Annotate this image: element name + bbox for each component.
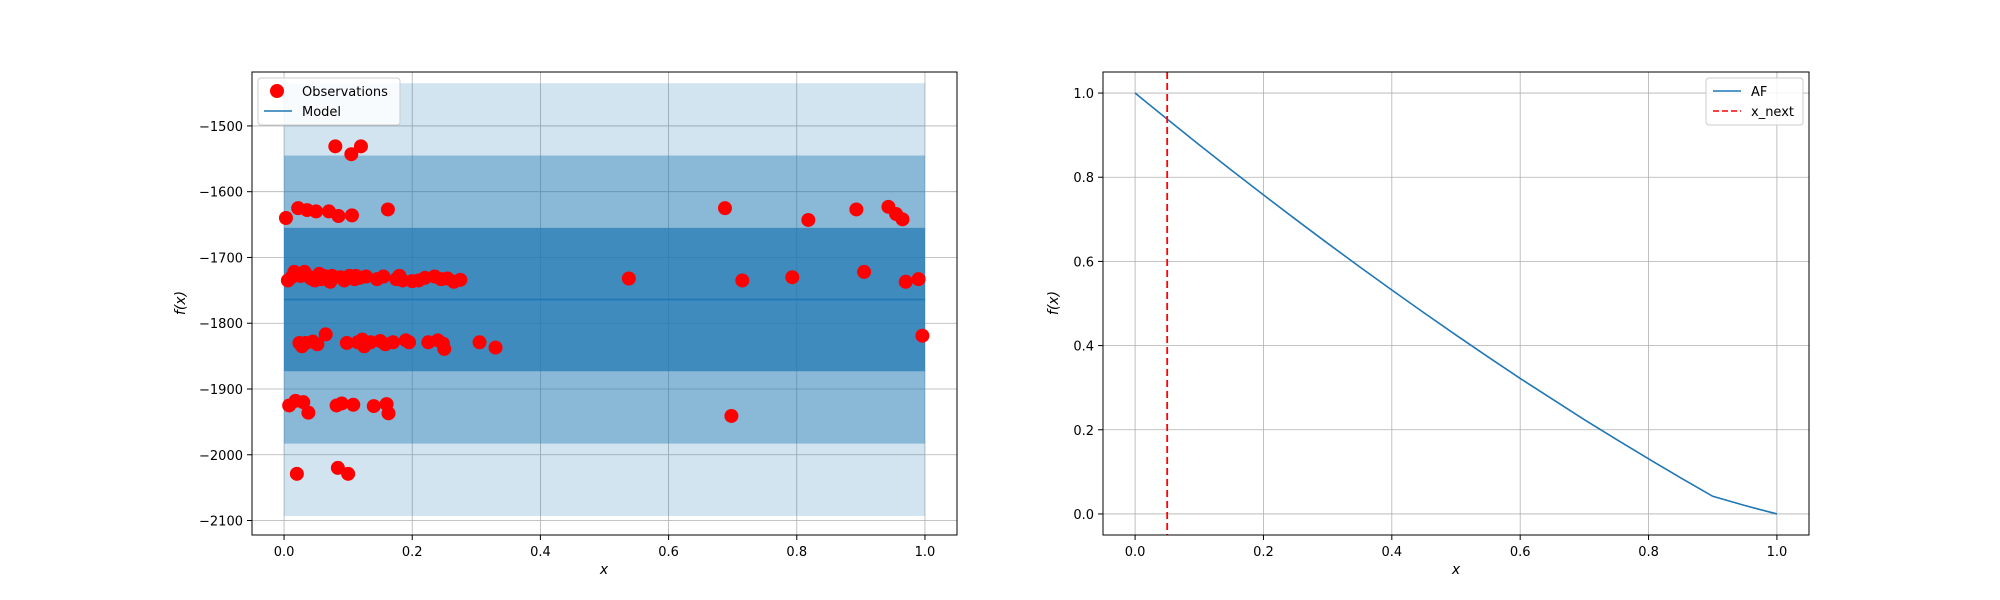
- right-chart-grid: [1103, 72, 1809, 535]
- right-chart-legend: AF x_next: [1705, 77, 1804, 126]
- x-next-legend-label: x_next: [1751, 105, 1794, 120]
- x-tick-label: 0.0: [274, 545, 295, 560]
- observation-point: [488, 340, 503, 355]
- x-tick-label: 0.4: [1381, 545, 1402, 560]
- y-tick-label: 0.8: [1073, 171, 1094, 186]
- observation-point: [331, 209, 346, 224]
- left-chart-legend: Observations Model: [257, 77, 401, 126]
- observation-point: [381, 406, 396, 421]
- left-chart-x-axis-label: x: [599, 562, 609, 578]
- observation-point: [366, 399, 381, 414]
- acquisition-function-chart: 0.0 0.2 0.4 0.6 0.8 1.0 0.00.20.40.60.81.0 x …: [1046, 71, 1810, 578]
- observations-legend-label: Observations: [302, 85, 388, 100]
- y-tick-label: 0.2: [1073, 424, 1094, 439]
- x-tick-label: 0.2: [402, 545, 423, 560]
- observation-point: [341, 466, 356, 481]
- right-chart-frame: [1102, 71, 1810, 536]
- right-chart-y-ticks: 0.0 0.2 0.4 0.6 0.8 1.0: [1073, 87, 1103, 523]
- y-tick-label: −1500: [199, 120, 243, 135]
- y-tick-label: 1.0: [1073, 87, 1094, 102]
- observation-point: [309, 204, 324, 219]
- observations-model-chart: 0.0 0.2 0.4 0.6 0.8 1.0 −2100−2000−1900−1800−…: [173, 71, 958, 578]
- left-chart-x-ticks: 0.0 0.2 0.4 0.6 0.8 1.0: [274, 535, 936, 560]
- observation-point: [453, 272, 468, 287]
- y-tick-label: −1600: [199, 186, 243, 201]
- observation-point: [895, 212, 910, 227]
- left-chart-y-axis-label: f(x): [173, 291, 189, 315]
- observation-point: [785, 270, 800, 285]
- observation-point: [346, 397, 361, 412]
- left-chart-y-ticks: −2100 −2000 −1900 −1800 −1700 −1600 −1500: [199, 120, 252, 530]
- y-tick-label: −2100: [199, 515, 243, 530]
- model-legend-label: Model: [302, 105, 341, 120]
- af-line: [1134, 92, 1778, 515]
- right-legend-box: [1705, 77, 1804, 126]
- observation-point: [717, 201, 732, 216]
- observation-point: [724, 408, 739, 423]
- observation-point: [328, 139, 343, 154]
- af-legend-label: AF: [1751, 85, 1767, 100]
- observation-point: [301, 405, 316, 420]
- observation-point: [735, 273, 750, 288]
- y-tick-label: −2000: [199, 449, 243, 464]
- observation-point: [380, 202, 395, 217]
- y-tick-label: 0.6: [1073, 255, 1094, 270]
- observation-point: [898, 274, 913, 289]
- observation-point: [344, 147, 359, 162]
- observation-point: [353, 139, 368, 154]
- x-tick-label: 1.0: [1767, 545, 1788, 560]
- x-tick-label: 0.6: [1510, 545, 1531, 560]
- x-tick-label: 0.0: [1125, 545, 1146, 560]
- left-legend-box: [257, 77, 401, 126]
- right-chart-x-axis-label: x: [1451, 562, 1461, 578]
- y-tick-label: 0.0: [1073, 508, 1094, 523]
- observation-point: [437, 341, 452, 356]
- observation-point: [289, 466, 304, 481]
- observation-point: [318, 327, 333, 342]
- x-tick-label: 1.0: [915, 545, 936, 560]
- x-tick-label: 0.8: [1638, 545, 1659, 560]
- observation-point: [278, 211, 293, 226]
- observation-point: [330, 460, 345, 475]
- observation-point: [386, 335, 400, 350]
- left-chart-observations: [278, 139, 930, 481]
- observation-point: [359, 269, 374, 284]
- y-tick-label: −1800: [199, 317, 243, 332]
- x-tick-label: 0.2: [1253, 545, 1274, 560]
- x-tick-label: 0.4: [530, 545, 551, 560]
- observation-point: [621, 271, 636, 286]
- observation-point: [339, 335, 354, 350]
- y-tick-label: −1900: [199, 383, 243, 398]
- observation-point: [334, 396, 349, 411]
- observation-point: [915, 328, 930, 343]
- y-tick-label: 0.4: [1073, 340, 1094, 355]
- right-chart-y-axis-label: f(x): [1046, 291, 1062, 315]
- observation-point: [310, 337, 325, 352]
- y-tick-label: −1700: [199, 251, 243, 266]
- right-chart-x-ticks: 0.0 0.2 0.4 0.6 0.8 1.0: [1125, 535, 1788, 560]
- observation-point: [911, 272, 926, 287]
- observation-point: [857, 264, 872, 279]
- observation-point: [296, 395, 311, 410]
- observation-point: [402, 335, 417, 350]
- x-tick-label: 0.6: [658, 545, 679, 560]
- x-tick-label: 0.8: [786, 545, 807, 560]
- observation-point: [801, 212, 816, 227]
- observation-point: [849, 202, 864, 217]
- observation-point: [344, 208, 359, 223]
- right-chart-af-series: [1134, 92, 1778, 515]
- observations-legend-marker: [270, 84, 284, 98]
- left-chart-frame: [251, 71, 958, 536]
- observation-point: [376, 269, 391, 284]
- observation-point: [472, 335, 487, 350]
